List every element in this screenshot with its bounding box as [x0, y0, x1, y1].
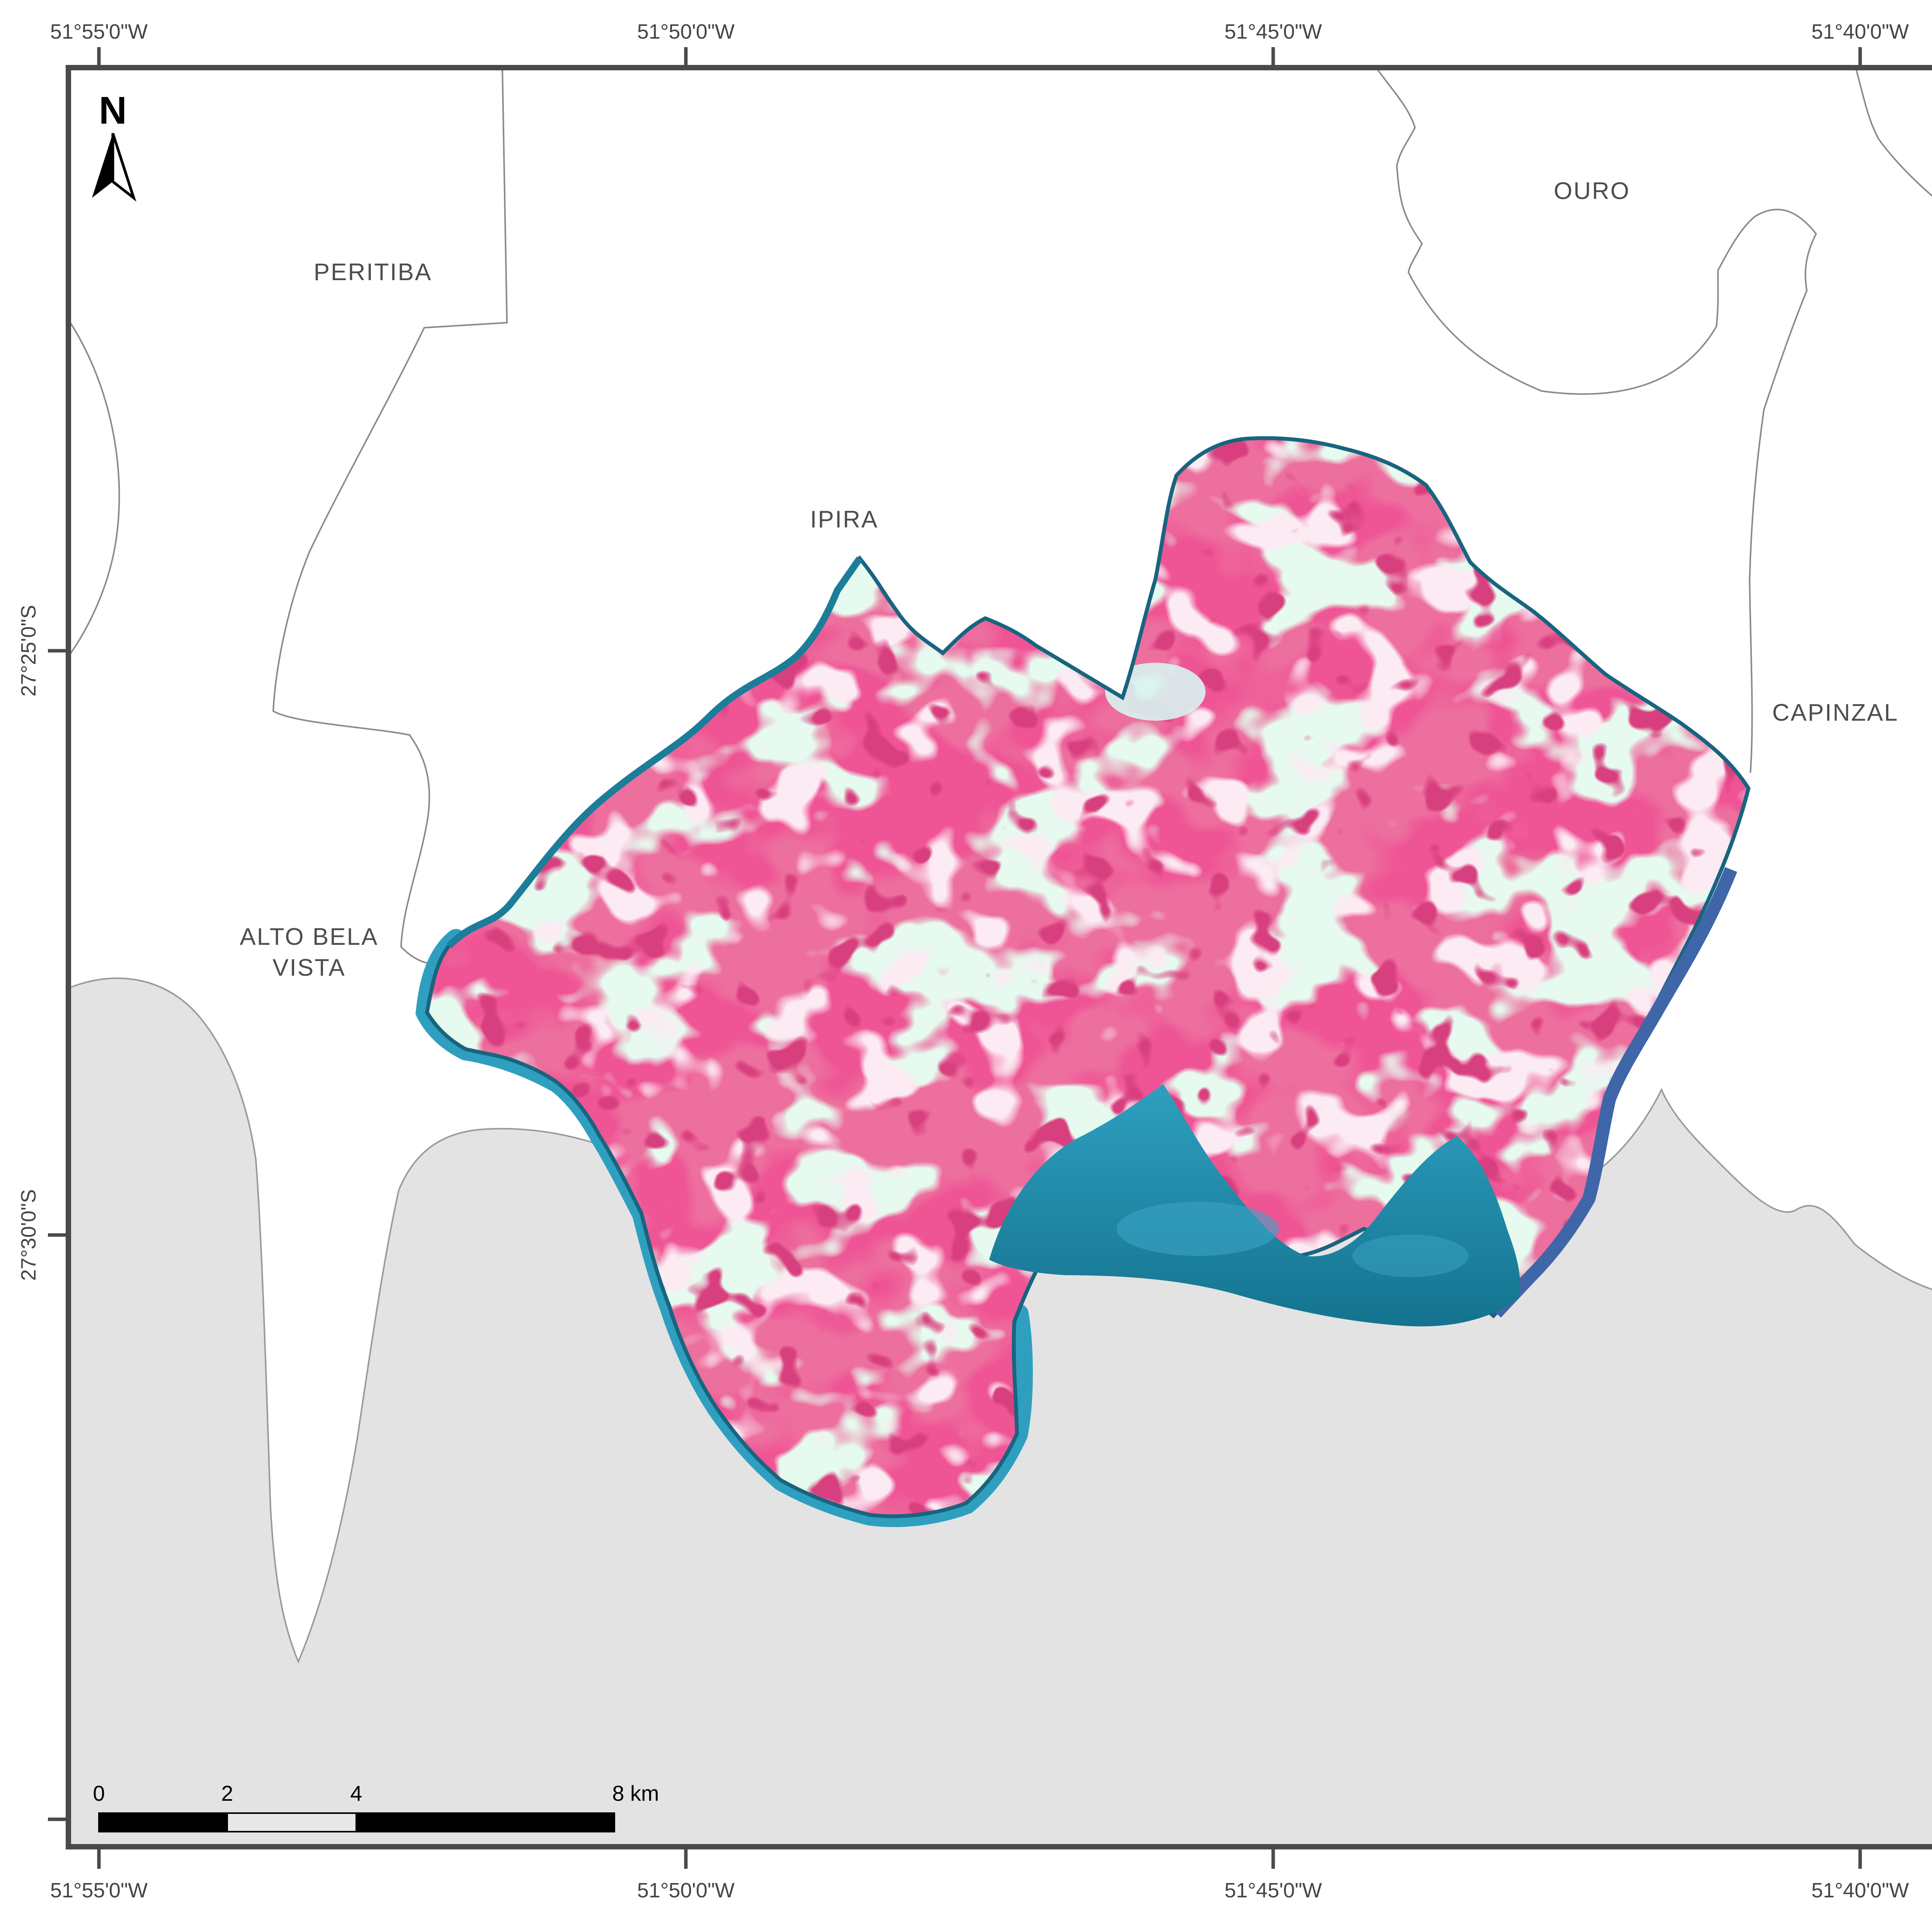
lon-top-1: 51°55'0"W — [50, 20, 148, 43]
lat-left-1: 27°25'0"S — [17, 605, 40, 696]
scale-0: 0 — [93, 1781, 105, 1805]
label-ipira: IPIRA — [810, 506, 879, 533]
lon-bottom-4: 51°40'0"W — [1811, 1879, 1909, 1902]
label-alto-bela-vista-1: ALTO BELA — [240, 924, 379, 950]
map-frame — [66, 65, 1932, 1849]
reservoir-water — [989, 1084, 1520, 1327]
graticule-ticks — [48, 47, 1862, 1869]
lat-left-2: 27°30'0"S — [17, 1189, 40, 1281]
north-arrow-label: N — [99, 89, 127, 132]
lon-bottom-2: 51°50'0"W — [637, 1879, 735, 1902]
lon-top-3: 51°45'0"W — [1225, 20, 1322, 43]
scale-bar: 0 2 4 8 km — [93, 1781, 659, 1832]
graticule-labels: 51°55'0"W 51°50'0"W 51°45'0"W 51°40'0"W … — [17, 20, 1909, 1902]
label-capinzal: CAPINZAL — [1772, 699, 1898, 726]
lon-top-2: 51°50'0"W — [637, 20, 735, 43]
river-rim-se — [1491, 867, 1737, 1318]
label-peritiba: PERITIBA — [314, 259, 432, 286]
lon-bottom-1: 51°55'0"W — [50, 1879, 148, 1902]
river-rim-nw — [446, 556, 863, 949]
scale-4: 4 — [350, 1781, 362, 1805]
label-ouro: OURO — [1554, 178, 1630, 204]
scale-8km: 8 km — [612, 1781, 659, 1805]
lon-top-4: 51°40'0"W — [1811, 20, 1909, 43]
label-alto-bela-vista-2: VISTA — [272, 954, 346, 981]
neighbor-labels: PERITIBA IPIRA OURO CAPINZAL ALTO BELA V… — [240, 178, 1898, 981]
north-arrow-icon: N — [92, 89, 136, 202]
lon-bottom-3: 51°45'0"W — [1225, 1879, 1322, 1902]
scale-2: 2 — [221, 1781, 233, 1805]
municipal-boundaries — [68, 68, 1932, 965]
